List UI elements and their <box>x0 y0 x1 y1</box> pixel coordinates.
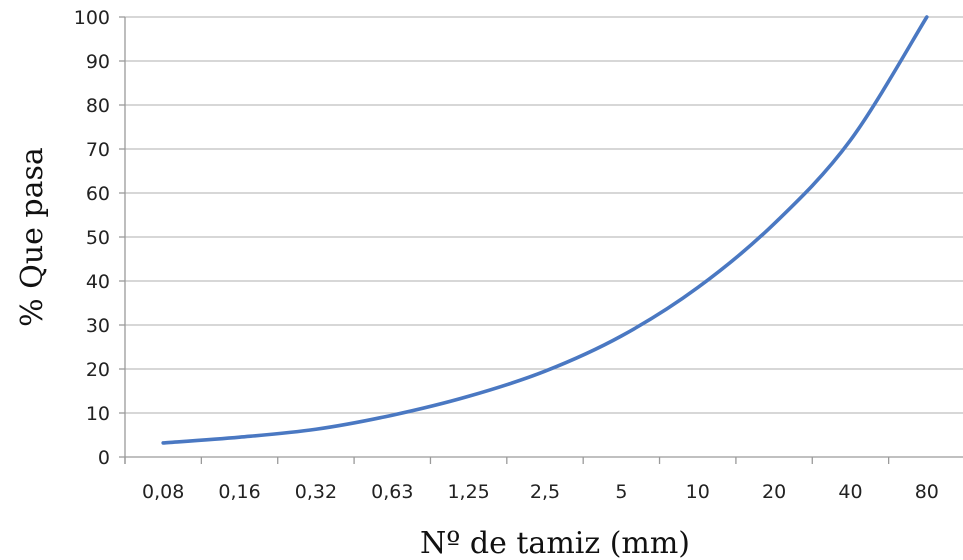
series-line-0 <box>161 15 929 445</box>
x-axis-title: Nº de tamiz (mm) <box>420 526 690 560</box>
x-tick-label: 0,63 <box>371 481 413 503</box>
y-tick-label: 50 <box>86 227 110 249</box>
x-tick-label: 5 <box>615 481 627 503</box>
y-tick-labels: 0 10 20 30 40 50 60 70 80 90 100 <box>74 7 110 469</box>
gridlines <box>125 16 963 414</box>
x-tick-label: 10 <box>686 481 710 503</box>
x-tick-label: 20 <box>762 481 786 503</box>
x-tick-label: 80 <box>915 481 939 503</box>
y-tick-label: 60 <box>86 183 110 205</box>
y-tick-label: 100 <box>74 7 110 29</box>
y-tick-label: 70 <box>86 139 110 161</box>
series-layer <box>161 15 929 445</box>
y-tick-label: 80 <box>86 95 110 117</box>
x-tick-label: 1,25 <box>447 481 489 503</box>
x-tick-label: 0,08 <box>142 481 184 503</box>
x-tick-label: 40 <box>838 481 862 503</box>
y-axis-title: % Que pasa <box>15 147 50 327</box>
y-tick-label: 10 <box>86 403 110 425</box>
y-tick-label: 40 <box>86 271 110 293</box>
x-tick-label: 0,32 <box>295 481 337 503</box>
y-tick-label: 30 <box>86 315 110 337</box>
x-tick-labels: 0,08 0,16 0,32 0,63 1,25 2,5 5 10 20 40 80 <box>142 481 939 503</box>
y-tick-label: 20 <box>86 359 110 381</box>
x-tick-label: 2,5 <box>530 481 560 503</box>
axes <box>119 16 963 464</box>
y-tick-label: 0 <box>98 447 110 469</box>
y-tick-label: 90 <box>86 51 110 73</box>
x-tick-label: 0,16 <box>218 481 260 503</box>
